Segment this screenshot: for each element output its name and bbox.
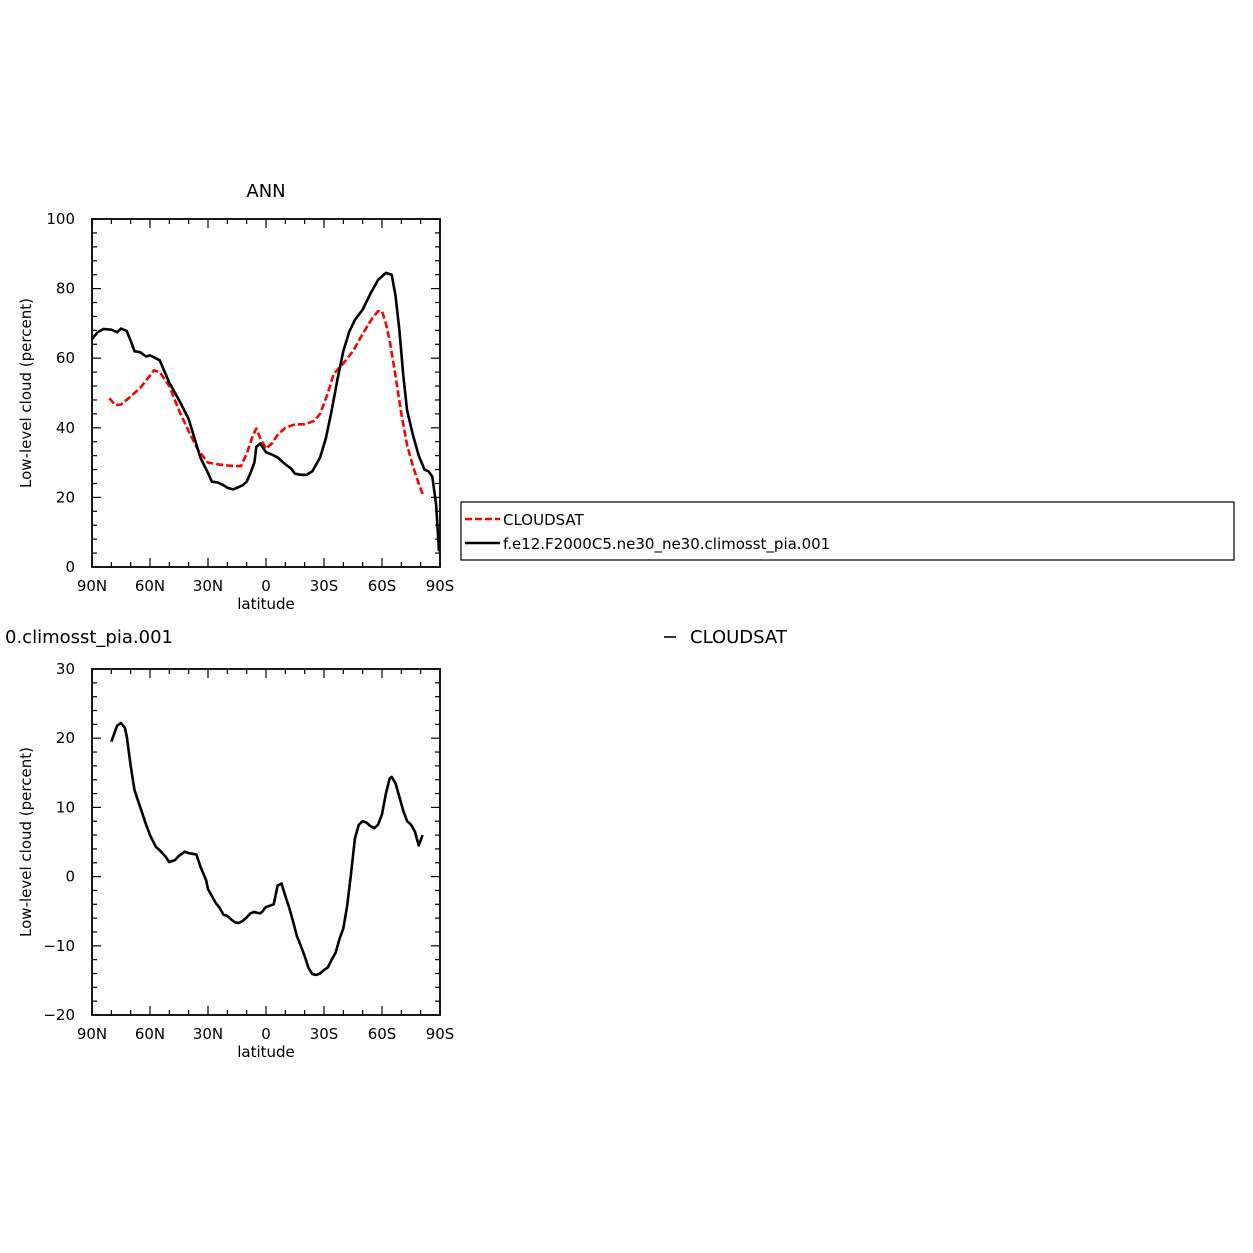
x-tick-label: 90N — [77, 1025, 107, 1043]
y-tick-label: 100 — [46, 210, 75, 228]
y-axis-label: Low-level cloud (percent) — [17, 298, 35, 488]
legend: CLOUDSAT f.e12.F2000C5.ne30_ne30.climoss… — [460, 501, 1235, 561]
x-tick-label: 60S — [368, 1025, 397, 1043]
y-tick-label: 80 — [56, 280, 75, 298]
bottom-panel: 90N 60N 30N 0 30S 60S 90S −20 −10 0 10 20 30 latitude… — [17, 660, 454, 1061]
y-tick-label: 0 — [65, 868, 75, 886]
series-line-1 — [90, 271, 441, 552]
x-tick-label: 90S — [426, 577, 455, 595]
y-tick-label: 0 — [65, 558, 75, 576]
x-tick-label: 0 — [261, 577, 271, 595]
top-panel: 90N 60N 30N 0 30S 60S 90S 0 20 40 60 80 100 latitude L… — [17, 181, 454, 613]
y-tick-label: 20 — [56, 729, 75, 747]
y-tick-label: 20 — [56, 488, 75, 506]
legend-box — [460, 501, 1235, 561]
plot-frame — [91, 668, 441, 1016]
x-tick-label: 60N — [135, 1025, 165, 1043]
x-tick-label: 90S — [426, 1025, 455, 1043]
x-tick-label: 90N — [77, 577, 107, 595]
x-tick-label: 60S — [368, 577, 397, 595]
y-tick-label: 30 — [56, 660, 75, 678]
legend-label-model: f.e12.F2000C5.ne30_ne30.climosst_pia.001 — [503, 535, 830, 554]
y-tick-label: 40 — [56, 419, 75, 437]
plot-frame — [91, 218, 441, 568]
series-line-0 — [110, 721, 424, 977]
x-tick-label: 60N — [135, 577, 165, 595]
bottom-panel-subtitle: CLOUDSAT — [690, 627, 788, 648]
y-axis-label: Low-level cloud (percent) — [17, 747, 35, 937]
x-tick-label: 30S — [310, 577, 339, 595]
chart-title: ANN — [246, 181, 285, 202]
x-axis-label: latitude — [237, 595, 295, 613]
legend-label-cloudsat: CLOUDSAT — [503, 511, 585, 529]
x-tick-label: 30N — [193, 1025, 223, 1043]
y-tick-label: −20 — [43, 1006, 75, 1024]
y-tick-label: 60 — [56, 349, 75, 367]
y-tick-label: −10 — [43, 937, 75, 955]
x-axis-label: latitude — [237, 1043, 295, 1061]
y-tick-label: 10 — [56, 798, 75, 816]
bottom-panel-title: 0.climosst_pia.001 — [5, 627, 173, 648]
x-tick-label: 0 — [261, 1025, 271, 1043]
x-tick-label: 30S — [310, 1025, 339, 1043]
series-line-0 — [108, 309, 424, 495]
x-tick-label: 30N — [193, 577, 223, 595]
